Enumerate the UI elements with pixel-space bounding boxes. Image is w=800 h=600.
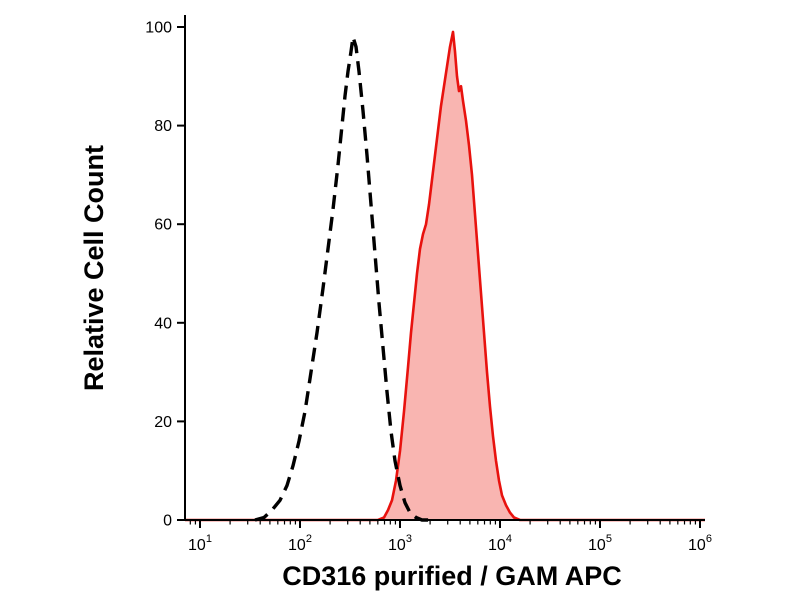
x-tick-label: 105 xyxy=(588,533,612,554)
y-tick-label: 20 xyxy=(154,414,172,431)
x-tick-label: 101 xyxy=(188,533,212,554)
x-tick-label: 103 xyxy=(388,533,412,554)
y-tick-label: 40 xyxy=(154,315,172,332)
y-tick-label: 80 xyxy=(154,118,172,135)
y-tick-label: 0 xyxy=(163,513,172,530)
series-stained-sample-curve xyxy=(185,30,705,522)
x-axis-label: CD316 purified / GAM APC xyxy=(282,561,622,591)
x-tick-label: 104 xyxy=(488,533,512,554)
series-group xyxy=(185,30,705,522)
x-tick-label: 102 xyxy=(288,533,312,554)
y-tick-label: 60 xyxy=(154,217,172,234)
x-tick-label: 106 xyxy=(688,533,712,554)
axes-group xyxy=(184,15,705,521)
tick-group: 0 20 40 60 80 100 101 102 103 104 105 106 xyxy=(145,20,712,555)
series-negative-control-curve xyxy=(254,35,434,522)
y-tick-label: 100 xyxy=(145,20,172,37)
y-axis-label: Relative Cell Count xyxy=(79,145,109,391)
